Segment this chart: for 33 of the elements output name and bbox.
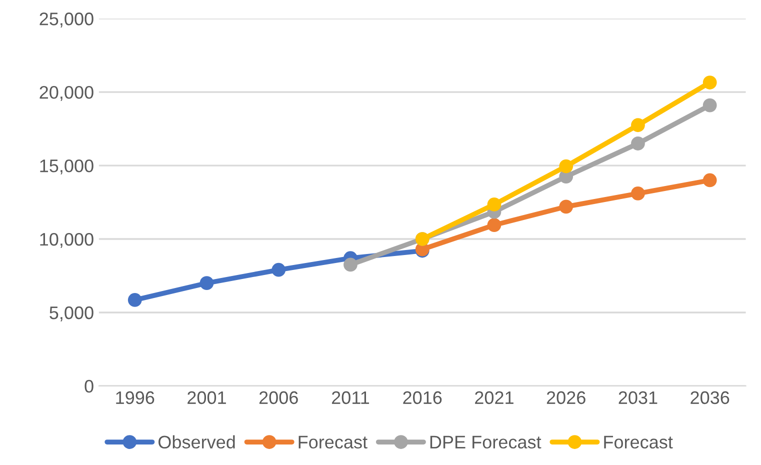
legend-label: Observed (158, 435, 235, 449)
x-tick-label: 2016 (403, 391, 442, 404)
x-tick-label: 2036 (690, 391, 730, 404)
legend-label: Forecast (298, 436, 368, 449)
y-tick-label: 25,000 (40, 12, 94, 28)
point (128, 293, 142, 307)
x-tick-label: 1996 (116, 391, 154, 404)
y-tick-label: 0 (84, 380, 94, 393)
point (344, 258, 358, 272)
point (200, 276, 214, 290)
x-tick-label: 2026 (546, 391, 586, 404)
point (631, 136, 645, 150)
legend-label: DPE Forecast (430, 436, 542, 449)
point (702, 98, 717, 112)
point (631, 186, 645, 200)
x-tick-label: 2021 (475, 391, 514, 404)
point (631, 118, 645, 132)
point (487, 218, 502, 232)
point (702, 76, 717, 90)
y-tick-label: 15,000 (40, 159, 94, 174)
point (702, 173, 717, 188)
legend-label: Forecast (604, 436, 673, 449)
x-tick-label: 2031 (618, 391, 658, 404)
point (559, 159, 574, 174)
y-tick-label: 20,000 (40, 86, 94, 101)
x-tick-label: 2001 (188, 391, 226, 404)
x-tick-label: 2006 (259, 391, 298, 404)
y-tick-label: 5,000 (50, 306, 94, 322)
point (559, 200, 574, 214)
x-tick-label: 2011 (332, 391, 370, 404)
point (487, 198, 502, 212)
y-tick-label: 10,000 (40, 232, 94, 248)
point (272, 262, 286, 277)
